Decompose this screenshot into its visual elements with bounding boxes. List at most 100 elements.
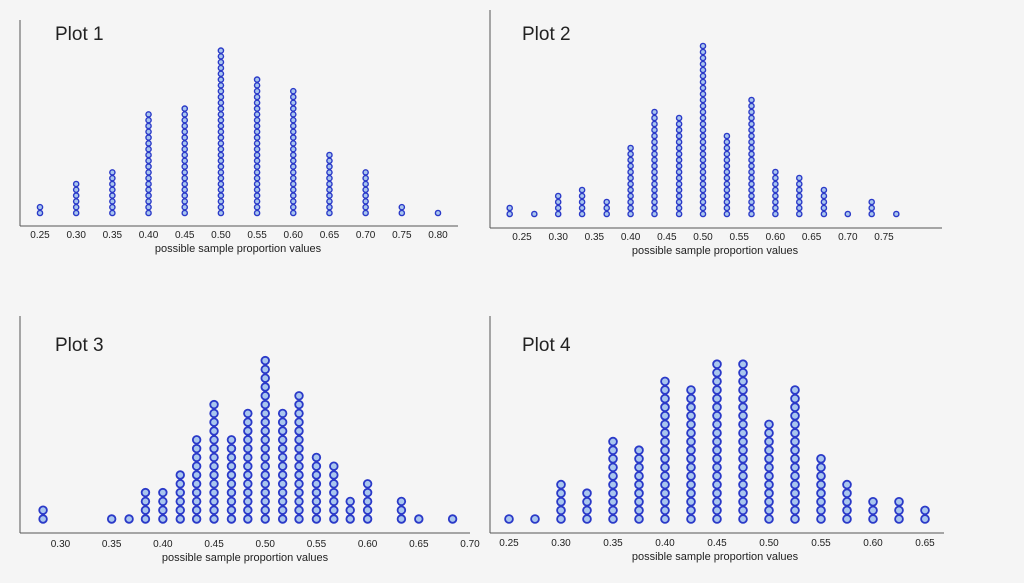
- dot-column: [434, 209, 442, 217]
- data-dot: [764, 453, 774, 464]
- data-dot: [723, 168, 731, 176]
- data-dot: [145, 134, 152, 141]
- data-dot: [723, 210, 731, 218]
- x-tick-label: 0.35: [603, 538, 623, 549]
- dot-column: [158, 487, 168, 524]
- data-dot: [326, 192, 333, 199]
- dot-column: [260, 355, 270, 524]
- data-dot: [699, 162, 707, 170]
- data-dot: [627, 156, 634, 164]
- dot-column: [396, 496, 407, 524]
- data-dot: [699, 174, 707, 182]
- data-dot: [660, 462, 670, 473]
- dot-column: [603, 198, 611, 218]
- data-dot: [795, 210, 803, 218]
- data-dot: [217, 70, 225, 78]
- data-dot: [675, 168, 683, 176]
- data-dot: [556, 496, 566, 507]
- data-dot: [362, 203, 369, 211]
- data-dot: [748, 120, 755, 128]
- data-dot: [842, 479, 852, 490]
- x-tick-label: 0.70: [460, 539, 480, 550]
- data-dot: [396, 496, 407, 507]
- data-dot: [362, 186, 369, 194]
- data-dot: [627, 180, 634, 188]
- data-dot: [712, 496, 722, 507]
- data-dot: [603, 198, 611, 206]
- data-dot: [634, 505, 644, 516]
- data-dot: [764, 436, 774, 447]
- data-dot: [72, 186, 80, 194]
- data-dot: [243, 487, 253, 498]
- data-dot: [764, 488, 774, 499]
- data-dot: [764, 514, 774, 524]
- dot-column: [772, 168, 779, 218]
- data-dot: [772, 168, 779, 176]
- data-dot: [816, 496, 826, 507]
- data-dot: [260, 391, 270, 401]
- data-dot: [723, 132, 731, 140]
- dot-column: [289, 87, 297, 217]
- data-dot: [226, 505, 237, 515]
- data-dot: [651, 198, 658, 206]
- data-dot: [294, 479, 304, 489]
- data-dot: [181, 186, 189, 194]
- data-dot: [634, 479, 644, 490]
- dot-column: [556, 479, 566, 524]
- data-dot: [723, 162, 731, 170]
- data-dot: [764, 445, 774, 456]
- data-dot: [311, 470, 322, 480]
- data-dot: [748, 174, 755, 182]
- data-dot: [723, 198, 731, 206]
- data-dot: [790, 453, 800, 464]
- data-dot: [345, 514, 355, 524]
- data-dot: [253, 111, 261, 118]
- data-dot: [217, 47, 225, 54]
- plot-3: Plot 3 0.30 0.35 0.40 0.45 0.50 0.55 0.60 0.65 0.…: [19, 316, 480, 564]
- data-dot: [675, 114, 683, 122]
- data-dot: [191, 435, 202, 445]
- data-dot: [790, 428, 800, 438]
- data-dot: [145, 198, 152, 205]
- data-dot: [145, 203, 152, 211]
- data-dot: [699, 144, 707, 152]
- data-dot: [329, 487, 339, 498]
- data-dot: [294, 461, 304, 471]
- data-dot: [209, 443, 219, 454]
- data-dot: [578, 204, 586, 212]
- data-dot: [145, 163, 152, 170]
- dot-column: [345, 496, 355, 524]
- data-dot: [578, 192, 586, 200]
- data-dot: [506, 210, 513, 218]
- dot-column: [72, 180, 80, 217]
- data-dot: [181, 151, 189, 159]
- data-dot: [556, 479, 566, 490]
- data-dot: [686, 505, 696, 516]
- data-dot: [699, 168, 707, 176]
- data-dot: [608, 488, 618, 499]
- data-dot: [217, 76, 225, 83]
- data-dot: [795, 198, 803, 206]
- dot-column: [894, 496, 904, 524]
- data-dot: [209, 417, 219, 427]
- data-dot: [790, 462, 800, 473]
- data-dot: [748, 204, 755, 212]
- data-dot: [816, 505, 826, 516]
- x-tick-label: 0.30: [548, 232, 568, 243]
- data-dot: [253, 169, 261, 176]
- data-dot: [72, 209, 80, 217]
- data-dot: [191, 496, 202, 507]
- data-dot: [260, 461, 270, 471]
- data-dot: [699, 66, 707, 74]
- data-dot: [627, 186, 634, 194]
- data-dot: [675, 198, 683, 206]
- data-dot: [920, 505, 930, 516]
- dot-column: [651, 108, 658, 218]
- data-dot: [582, 496, 592, 507]
- dot-column: [140, 487, 151, 524]
- data-dot: [868, 514, 878, 524]
- data-dot: [253, 192, 261, 199]
- dot-column: [634, 445, 644, 524]
- data-dot: [723, 204, 731, 212]
